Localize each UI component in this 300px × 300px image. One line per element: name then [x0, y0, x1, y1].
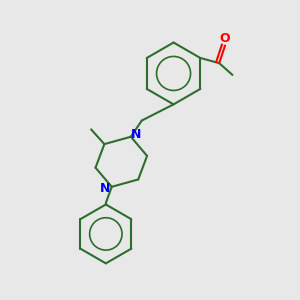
- Text: O: O: [220, 32, 230, 46]
- Text: N: N: [131, 128, 141, 141]
- Text: N: N: [100, 182, 110, 195]
